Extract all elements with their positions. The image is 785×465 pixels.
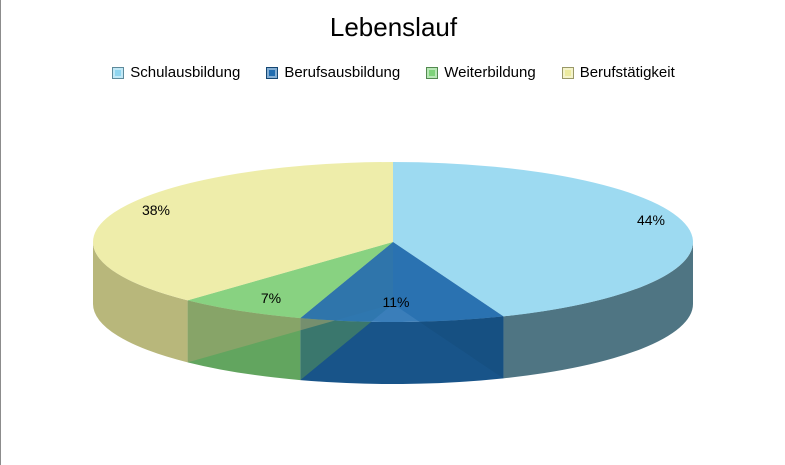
legend: Schulausbildung Berufsausbildung Weiterb… (1, 64, 785, 81)
pie-labels: 44% 11% 7% 38% (142, 202, 665, 310)
pie-side-schulausbildung (503, 242, 693, 379)
pie-slice-berufstaetigkeit (92, 162, 393, 301)
pie-slice-schulausbildung (393, 162, 694, 317)
data-label-weiterbildung: 7% (261, 290, 281, 306)
data-label-schulausbildung: 44% (637, 212, 665, 228)
pie-tops (92, 162, 694, 322)
pie-slice-weiterbildung (187, 242, 393, 319)
legend-label-weiterbildung: Weiterbildung (444, 64, 536, 81)
legend-swatch-berufsausbildung (266, 66, 279, 79)
legend-label-schulausbildung: Schulausbildung (130, 64, 241, 81)
legend-swatch-weiterbildung (426, 66, 439, 79)
data-label-berufsausbildung: 11% (383, 294, 410, 310)
legend-label-berufsausbildung: Berufsausbildung (284, 64, 401, 81)
legend-item-weiterbildung: Weiterbildung (426, 64, 536, 81)
chart-title: Lebenslauf (329, 12, 458, 42)
legend-item-berufsausbildung: Berufsausbildung (266, 64, 400, 81)
pie-slice-berufsausbildung (300, 242, 504, 322)
legend-swatch-berufstaetigkeit (561, 66, 574, 79)
pie-side-berufstaetigkeit (93, 242, 188, 363)
legend-label-berufstaetigkeit: Berufstätigkeit (579, 64, 675, 81)
legend-item-schulausbildung: Schulausbildung (112, 64, 240, 81)
legend-item-berufstaetigkeit: Berufstätigkeit (561, 64, 675, 81)
legend-swatch-schulausbildung (112, 66, 125, 79)
data-label-berufstaetigkeit: 38% (142, 202, 170, 218)
